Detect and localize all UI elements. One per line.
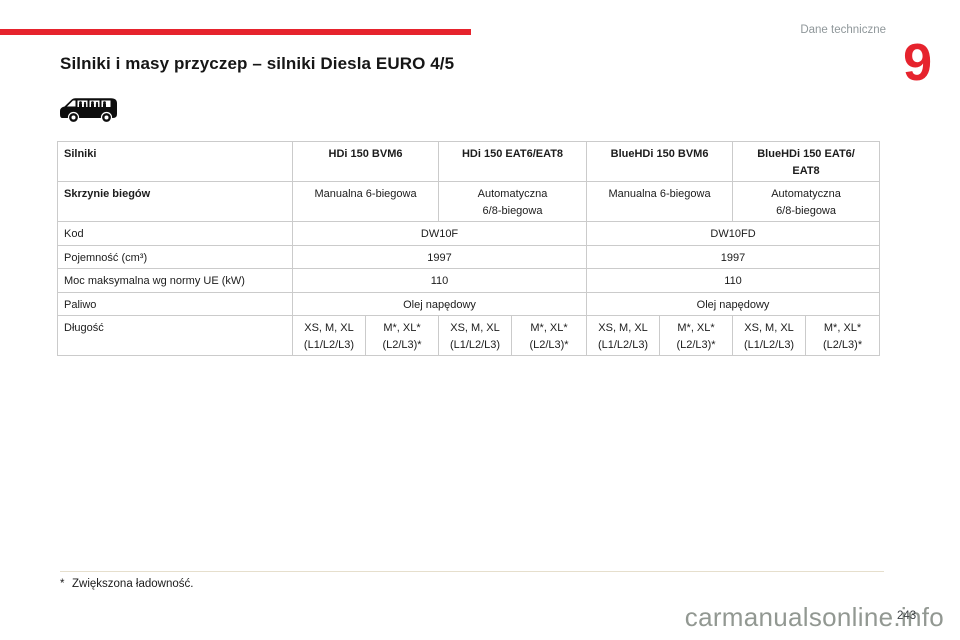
length-cell-6: M*, XL* (L2/L3)* — [659, 315, 734, 356]
footnote-separator-line — [60, 571, 884, 572]
row-label-code: Kod — [57, 221, 293, 246]
fuel-cell-2: Olej napędowy — [586, 291, 881, 316]
length-cell-3: XS, M, XL (L1/L2/L3) — [438, 315, 513, 356]
watermark-text: carmanualsonline.info — [684, 602, 944, 632]
length-cell-8: M*, XL* (L2/L3)* — [805, 315, 881, 356]
table-row-engines: Silniki HDi 150 BVM6 HDi 150 EAT6/EAT8 B… — [57, 141, 881, 182]
section-label: Dane techniczne — [800, 24, 886, 36]
table-row-capacity: Pojemność (cm³) 1997 1997 — [57, 244, 881, 269]
van-icon — [58, 94, 122, 126]
page-title: Silniki i masy przyczep – silniki Diesla… — [60, 54, 455, 73]
engine-column-3: BlueHDi 150 BVM6 — [586, 141, 734, 182]
page-number: 243 — [897, 610, 917, 622]
code-cell-1: DW10F — [291, 221, 588, 246]
row-label-power: Moc maksymalna wg normy UE (kW) — [57, 268, 293, 293]
row-label-capacity: Pojemność (cm³) — [57, 244, 293, 269]
row-label-gearbox: Skrzynie biegów — [57, 181, 293, 222]
table-row-gearbox: Skrzynie biegów Manualna 6-biegowa Autom… — [57, 181, 881, 222]
row-label-fuel: Paliwo — [57, 291, 293, 316]
power-cell-2: 110 — [586, 268, 881, 293]
engine-column-1: HDi 150 BVM6 — [291, 141, 440, 182]
table-row-power: Moc maksymalna wg normy UE (kW) 110 110 — [57, 268, 881, 293]
engine-spec-table: Silniki HDi 150 BVM6 HDi 150 EAT6/EAT8 B… — [57, 141, 881, 356]
table-row-fuel: Paliwo Olej napędowy Olej napędowy — [57, 291, 881, 316]
length-cell-5: XS, M, XL (L1/L2/L3) — [586, 315, 661, 356]
engine-column-4: BlueHDi 150 EAT6/ EAT8 — [732, 141, 881, 182]
header-accent-bar — [0, 29, 471, 35]
code-cell-2: DW10FD — [586, 221, 881, 246]
footnote-marker: * — [60, 578, 65, 590]
gearbox-cell-4: Automatyczna 6/8-biegowa — [732, 181, 881, 222]
length-cell-2: M*, XL* (L2/L3)* — [364, 315, 440, 356]
table-row-length: Długość XS, M, XL (L1/L2/L3) M*, XL* (L2… — [57, 315, 881, 356]
row-label-engines: Silniki — [57, 141, 293, 182]
length-cell-1: XS, M, XL (L1/L2/L3) — [292, 315, 366, 356]
row-label-length: Długość — [57, 315, 293, 356]
footnote-text: Zwiększona ładowność. — [72, 578, 194, 590]
gearbox-cell-1: Manualna 6-biegowa — [291, 181, 440, 222]
power-cell-1: 110 — [291, 268, 588, 293]
table-row-code: Kod DW10F DW10FD — [57, 221, 881, 246]
chapter-number: 9 — [903, 34, 932, 92]
capacity-cell-1: 1997 — [291, 244, 588, 269]
fuel-cell-1: Olej napędowy — [291, 291, 588, 316]
engine-column-2: HDi 150 EAT6/EAT8 — [438, 141, 588, 182]
gearbox-cell-3: Manualna 6-biegowa — [586, 181, 734, 222]
gearbox-cell-2: Automatyczna 6/8-biegowa — [438, 181, 588, 222]
footnote: * Zwiększona ładowność. — [60, 578, 193, 590]
length-cell-4: M*, XL* (L2/L3)* — [511, 315, 588, 356]
capacity-cell-2: 1997 — [586, 244, 881, 269]
length-cell-7: XS, M, XL (L1/L2/L3) — [732, 315, 807, 356]
